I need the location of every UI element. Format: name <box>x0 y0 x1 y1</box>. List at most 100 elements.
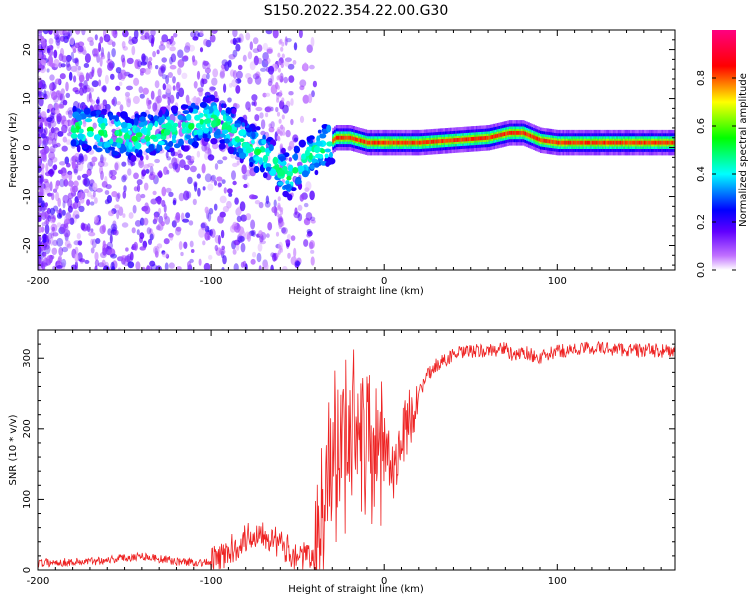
heatmap-noise-blob <box>189 165 197 173</box>
heatmap-noise-blob <box>90 238 94 245</box>
heatmap-noise-blob <box>103 34 111 43</box>
heatmap-noise-blob <box>50 236 54 246</box>
heatmap-band-cell <box>432 139 435 144</box>
heatmap-band-cell <box>460 137 463 142</box>
x-tick-label: -100 <box>200 276 223 287</box>
heatmap-band-cell <box>335 135 338 140</box>
heatmap-band-cell <box>361 139 364 144</box>
heatmap-noise-blob <box>297 213 303 222</box>
heatmap-noise-blob <box>178 87 185 98</box>
heatmap-noise-blob <box>154 80 160 89</box>
heatmap-ridge-blob <box>245 127 253 133</box>
heatmap-noise-blob <box>190 31 196 38</box>
heatmap-noise-blob <box>59 223 66 234</box>
heatmap-noise-blob <box>65 60 71 68</box>
heatmap-noise-blob <box>154 158 161 164</box>
heatmap-noise-blob <box>130 251 134 261</box>
heatmap-noise-blob <box>64 215 69 224</box>
heatmap-noise-blob <box>145 154 149 161</box>
heatmap-ridge-blob <box>285 180 290 185</box>
heatmap-band-cell <box>607 140 610 145</box>
heatmap-noise-blob <box>232 221 238 227</box>
heatmap-noise-blob <box>195 97 201 105</box>
heatmap-ridge-blob <box>140 127 147 134</box>
heatmap-noise-blob <box>79 80 83 90</box>
heatmap-noise-blob <box>48 44 54 50</box>
heatmap-noise-blob <box>161 252 169 258</box>
heatmap-noise-blob <box>151 35 155 45</box>
heatmap-noise-blob <box>104 103 111 111</box>
heatmap-noise-blob <box>287 234 291 240</box>
heatmap-noise-blob <box>42 83 47 90</box>
heatmap-noise-blob <box>255 106 263 112</box>
heatmap-ridge-blob <box>112 151 119 156</box>
heatmap-ridge-blob <box>147 114 152 119</box>
heatmap-band-cell <box>467 137 470 142</box>
heatmap-noise-blob <box>141 53 146 62</box>
heatmap-ridge-blob <box>101 108 108 113</box>
heatmap-ridge-blob <box>325 161 330 167</box>
heatmap-noise-blob <box>139 246 146 251</box>
heatmap-noise-blob <box>52 239 58 246</box>
heatmap-ridge-blob <box>164 122 172 130</box>
heatmap-noise-blob <box>68 171 73 181</box>
heatmap-noise-blob <box>48 120 52 129</box>
heatmap-noise-blob <box>50 218 56 224</box>
heatmap-noise-blob <box>156 95 162 104</box>
heatmap-ridge-blob <box>298 139 306 148</box>
heatmap-noise-blob <box>39 122 44 128</box>
heatmap-ridge-blob <box>272 156 279 165</box>
heatmap-noise-blob <box>271 206 278 214</box>
heatmap-band-cell <box>526 132 528 137</box>
heatmap-noise-blob <box>40 36 45 41</box>
heatmap-noise-blob <box>256 44 263 52</box>
heatmap-noise-blob <box>62 99 68 106</box>
heatmap-ridge-blob <box>84 118 93 123</box>
heatmap-noise-blob <box>51 192 55 201</box>
snr-panel: -200 -100 0 100 0 100 200 300 Height of straigh… <box>8 329 676 595</box>
heatmap-noise-blob <box>102 99 108 107</box>
heatmap-noise-blob <box>231 170 236 181</box>
heatmap-noise-blob <box>302 94 310 104</box>
heatmap-noise-blob <box>78 82 84 87</box>
heatmap-noise-blob <box>137 60 143 68</box>
heatmap-ridge-blob <box>311 158 317 164</box>
heatmap-noise-blob <box>44 202 48 208</box>
heatmap-band-cell <box>450 138 452 143</box>
heatmap-noise-blob <box>102 247 107 256</box>
heatmap-noise-blob <box>67 205 73 213</box>
heatmap-noise-blob <box>142 87 149 95</box>
heatmap-band-cell <box>571 140 573 145</box>
heatmap-ridge-blob <box>114 114 120 122</box>
heatmap-noise-blob <box>128 212 134 219</box>
heatmap-noise-blob <box>284 36 288 46</box>
heatmap-ridge-blob <box>223 103 227 109</box>
heatmap-ridge-blob <box>75 114 83 122</box>
heatmap-ridge-blob <box>173 143 181 149</box>
y-tick-label: 100 <box>22 490 33 509</box>
heatmap-noise-blob <box>132 95 140 105</box>
heatmap-noise-blob <box>282 104 289 114</box>
heatmap-noise-blob <box>121 41 126 49</box>
heatmap-noise-blob <box>136 179 143 186</box>
heatmap-noise-blob <box>122 213 126 218</box>
heatmap-noise-blob <box>58 246 64 256</box>
heatmap-noise-blob <box>78 74 85 83</box>
heatmap-band-cell <box>356 137 359 142</box>
heatmap-ridge-blob <box>214 130 221 136</box>
heatmap-noise-blob <box>153 245 160 255</box>
heatmap-noise-blob <box>207 234 211 241</box>
heatmap-noise-blob <box>222 255 227 265</box>
heatmap-ridge-blob <box>265 152 270 157</box>
heatmap-noise-blob <box>281 114 285 120</box>
heatmap-band-cell <box>507 131 509 136</box>
heatmap-noise-blob <box>126 85 133 91</box>
heatmap-band-cell <box>496 133 499 138</box>
heatmap-noise-blob <box>47 51 55 57</box>
heatmap-ridge-blob <box>287 164 294 172</box>
heatmap-band-cell <box>486 135 489 140</box>
x-tick-label: -100 <box>200 576 223 587</box>
heatmap-noise-blob <box>80 159 85 165</box>
heatmap-noise-blob <box>63 178 69 187</box>
